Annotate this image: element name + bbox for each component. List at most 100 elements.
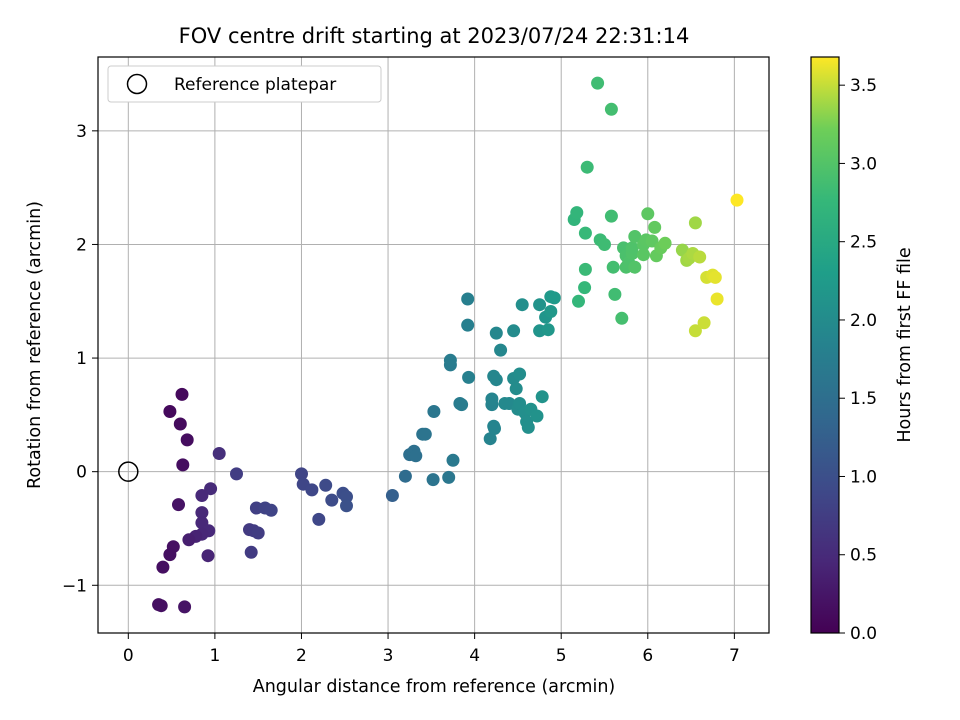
y-tick-label: 0 — [76, 463, 87, 483]
y-tick-label: 2 — [76, 235, 87, 255]
data-point — [604, 102, 618, 116]
data-point — [244, 545, 258, 559]
x-tick-label: 3 — [383, 646, 394, 666]
legend: Reference platepar — [107, 65, 382, 103]
data-point — [409, 449, 423, 463]
colorbar-tick-label: 1.5 — [850, 389, 877, 409]
legend-box — [107, 65, 382, 103]
data-point — [385, 489, 399, 502]
data-point — [154, 599, 168, 613]
data-point — [426, 473, 440, 487]
data-point — [173, 417, 187, 431]
data-point — [212, 447, 226, 460]
colorbar-tick-label: 1.0 — [850, 467, 877, 487]
data-point — [489, 326, 503, 340]
data-point — [572, 294, 585, 308]
data-point — [427, 405, 441, 418]
data-point — [710, 292, 724, 306]
colorbar-tick-label: 2.5 — [850, 233, 877, 253]
data-point — [418, 427, 432, 441]
data-point — [182, 533, 196, 547]
data-point — [204, 482, 218, 496]
y-tick-label: −1 — [62, 576, 87, 596]
data-point — [176, 458, 190, 472]
data-point — [494, 343, 508, 357]
data-point — [625, 241, 639, 255]
data-point — [442, 470, 456, 484]
colorbar: 0.0 0.5 1.0 1.5 2.0 2.5 3.0 3.5 Hours from firs… — [810, 56, 915, 644]
legend-reference-marker — [126, 73, 148, 95]
data-point — [312, 512, 326, 526]
data-point — [547, 291, 561, 305]
data-point — [645, 234, 659, 248]
data-point — [264, 503, 278, 517]
chart-title: FOV centre drift starting at 2023/07/24 … — [179, 24, 690, 48]
grid — [98, 57, 769, 633]
data-point — [295, 467, 308, 481]
data-point — [201, 549, 215, 563]
data-point — [319, 478, 333, 492]
data-point — [513, 367, 527, 381]
data-point — [708, 270, 722, 284]
data-point — [641, 207, 655, 221]
data-point — [230, 467, 243, 481]
plot-frame — [97, 56, 770, 634]
data-point — [489, 373, 503, 387]
data-point — [628, 260, 642, 274]
y-tick-label: 3 — [76, 122, 87, 142]
data-point — [604, 209, 618, 223]
data-point — [598, 238, 611, 251]
data-point — [455, 398, 469, 412]
data-point — [443, 353, 457, 367]
data-point — [305, 483, 319, 497]
data-point — [637, 248, 650, 262]
data-point — [483, 432, 497, 446]
data-point — [163, 405, 177, 418]
data-point — [461, 292, 475, 306]
y-axis-ticks: −1 0 1 2 3 — [62, 122, 98, 596]
reference-platepar-point — [118, 461, 139, 482]
data-point — [507, 324, 521, 338]
data-point — [533, 298, 547, 312]
x-tick-label: 7 — [729, 646, 740, 666]
data-point — [530, 409, 544, 423]
data-point — [462, 370, 476, 384]
data-point — [488, 422, 501, 435]
x-tick-label: 2 — [296, 646, 307, 666]
colorbar-tick-label: 0.0 — [850, 624, 877, 644]
data-point — [172, 498, 185, 512]
data-point — [195, 489, 209, 502]
x-tick-label: 4 — [469, 646, 480, 666]
x-axis-ticks: 0 1 2 3 4 5 6 7 — [123, 633, 740, 666]
data-point — [521, 420, 535, 434]
data-point — [578, 226, 592, 240]
colorbar-tick-label: 3.5 — [850, 76, 877, 96]
data-point — [628, 230, 642, 243]
data-point — [178, 600, 192, 614]
data-point — [658, 236, 672, 250]
data-point — [578, 281, 592, 295]
data-point — [340, 490, 353, 504]
data-point — [591, 76, 605, 90]
data-point — [461, 318, 475, 332]
colorbar-ticks: 0.0 0.5 1.0 1.5 2.0 2.5 3.0 3.5 — [839, 76, 877, 644]
data-point — [615, 311, 629, 325]
data-points — [152, 76, 744, 614]
colorbar-tick-label: 0.5 — [850, 546, 877, 566]
data-point — [544, 305, 558, 318]
data-point — [730, 193, 744, 207]
data-point — [446, 453, 460, 467]
data-point — [688, 216, 702, 230]
data-point — [156, 560, 170, 574]
x-tick-label: 5 — [556, 646, 567, 666]
data-point — [195, 506, 209, 520]
x-axis-label: Angular distance from reference (arcmin) — [253, 677, 616, 697]
x-tick-label: 1 — [209, 646, 220, 666]
y-tick-label: 1 — [76, 349, 87, 369]
x-tick-label: 0 — [123, 646, 134, 666]
data-point — [515, 298, 529, 312]
data-point — [608, 287, 622, 301]
data-point — [688, 324, 702, 338]
